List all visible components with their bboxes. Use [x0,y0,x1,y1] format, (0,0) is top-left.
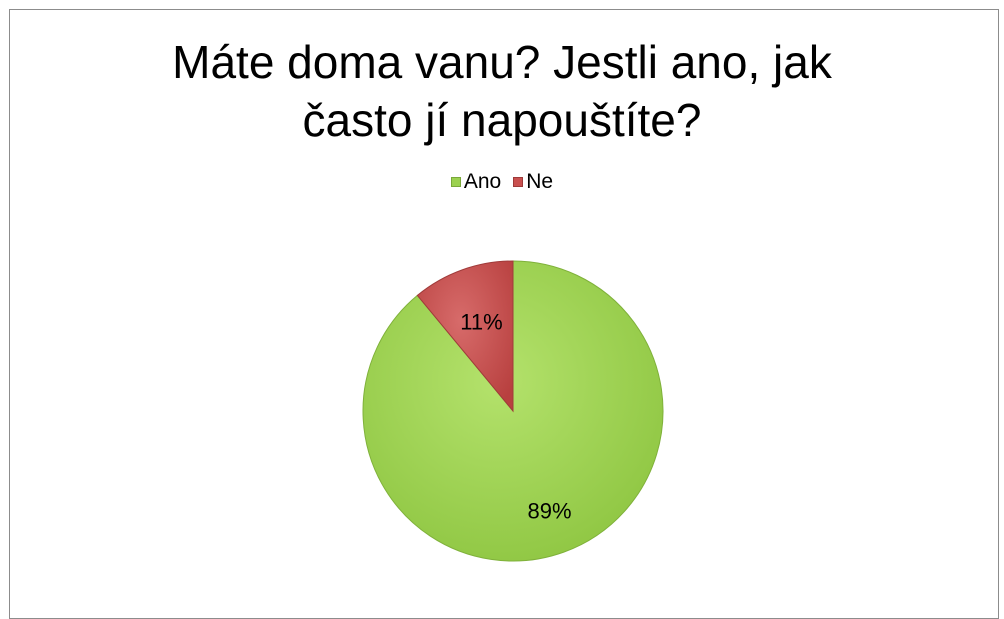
chart-title-line-1: Máte doma vanu? Jestli ano, jak [172,36,832,88]
pie-slice-ano [362,260,664,562]
chart-legend: Ano Ne [0,170,1004,194]
pie-data-labels: 89% 11% [460,309,571,523]
pie-chart: 89% 11% [362,260,664,562]
chart-title: Máte doma vanu? Jestli ano, jak často jí… [0,33,1004,149]
legend-item-ne: Ne [513,170,553,194]
legend-label-ano: Ano [463,170,502,193]
chart-title-line-2: často jí napouštíte? [302,94,702,146]
pie-slice-ne [416,260,514,413]
legend-label-ne: Ne [526,170,554,193]
legend-swatch-ano [450,177,461,187]
data-label-ne: 11% [460,309,502,334]
legend-swatch-ne [513,177,524,187]
data-label-ano: 89% [528,498,572,523]
pie-slices [362,260,664,562]
legend-item-ano: Ano [450,170,502,194]
